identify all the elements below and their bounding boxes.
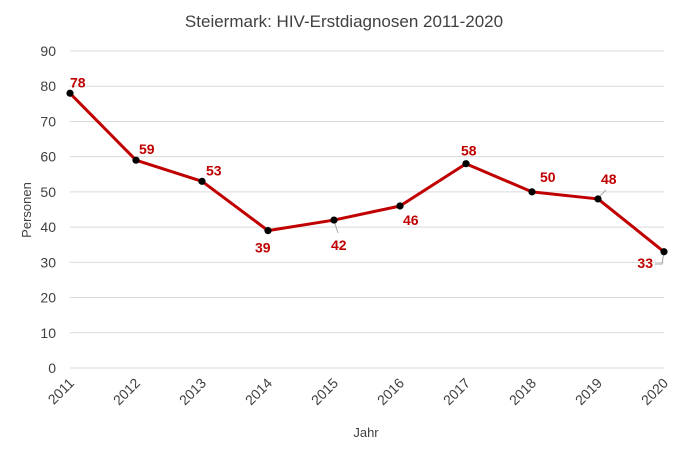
x-tick-label: 2013: [176, 375, 209, 408]
series-layer: 78 59 53 39 42 46 58 50 48 33: [66, 74, 668, 271]
data-point: [330, 216, 338, 224]
data-label: 42: [331, 237, 347, 253]
y-axis-ticks: 0 10 20 30 40 50 60 70 80 90: [40, 43, 56, 376]
x-tick-label: 2012: [110, 375, 143, 408]
series-line: [68, 92, 665, 253]
y-tick-label: 30: [40, 254, 56, 270]
x-tick-label: 2011: [45, 375, 78, 408]
data-point: [264, 227, 272, 235]
leader-line: [655, 251, 665, 265]
data-label: 59: [139, 141, 155, 157]
data-point: [396, 202, 404, 210]
data-label: 46: [403, 212, 419, 228]
x-tick-label: 2014: [242, 375, 275, 408]
y-tick-label: 40: [40, 219, 56, 235]
y-tick-label: 70: [40, 113, 56, 129]
y-tick-label: 60: [40, 149, 56, 165]
gridlines: [70, 50, 664, 369]
y-tick-label: 20: [40, 290, 56, 306]
data-point: [528, 188, 536, 196]
x-tick-label: 2017: [440, 375, 473, 408]
x-axis-ticks: 2011 2012 2013 2014 2015 2016 2017 2018 2019 2020: [45, 375, 672, 408]
data-label: 53: [206, 162, 222, 178]
data-label: 78: [70, 74, 86, 90]
x-tick-label: 2015: [308, 375, 341, 408]
y-tick-label: 0: [48, 360, 56, 376]
y-tick-label: 50: [40, 184, 56, 200]
data-point: [462, 160, 470, 168]
data-point: [594, 195, 602, 203]
data-point: [198, 177, 206, 185]
data-label: 58: [461, 143, 477, 159]
data-point: [660, 248, 668, 256]
x-tick-label: 2020: [638, 375, 671, 408]
data-label: 33: [637, 255, 653, 271]
data-label: 50: [540, 169, 556, 185]
x-tick-label: 2018: [506, 375, 539, 408]
x-tick-label: 2016: [374, 375, 407, 408]
y-tick-label: 80: [40, 78, 56, 94]
y-tick-label: 10: [40, 325, 56, 341]
data-point: [132, 156, 140, 164]
data-label: 39: [255, 240, 271, 256]
y-axis-label: Personen: [19, 182, 34, 238]
y-tick-label: 90: [40, 43, 56, 59]
x-axis-label: Jahr: [353, 425, 379, 440]
x-tick-label: 2019: [572, 375, 605, 408]
chart-title: Steiermark: HIV-Erstdiagnosen 2011-2020: [185, 12, 503, 31]
data-label: 48: [601, 171, 617, 187]
data-point: [66, 89, 74, 97]
